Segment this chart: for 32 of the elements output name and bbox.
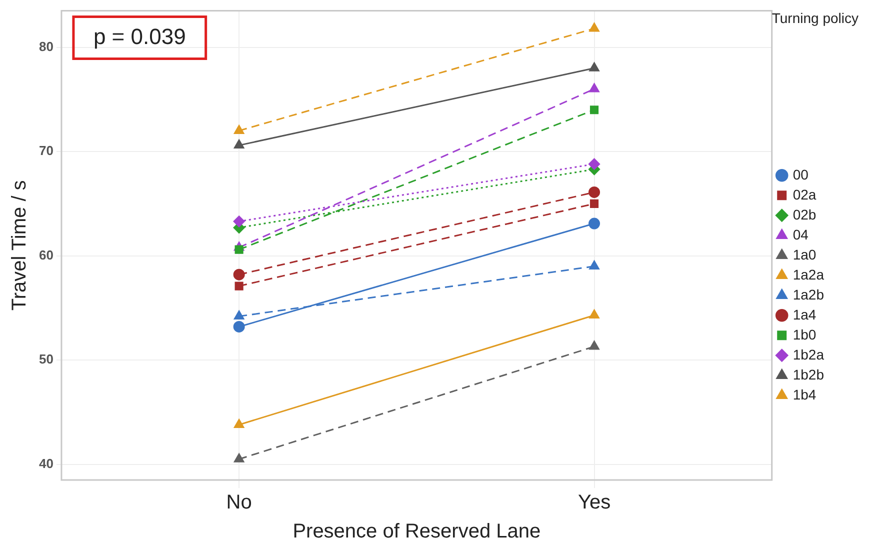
y-tick-label: 40 [38, 456, 54, 471]
y-tick-label: 60 [38, 247, 54, 262]
legend-label: 1b2a [792, 346, 824, 362]
legend-label: 1a2a [792, 266, 824, 282]
point [590, 199, 599, 208]
legend-label: 1a2b [792, 286, 824, 302]
annotation: p = 0.039 [93, 24, 186, 49]
legend-label: 1b4 [792, 386, 816, 402]
point [590, 106, 599, 114]
y-tick-label: 80 [38, 38, 54, 54]
point [588, 218, 600, 230]
point [233, 268, 245, 280]
point [588, 158, 600, 170]
legend-label: 00 [792, 166, 809, 182]
legend-title: Turning policy [772, 10, 858, 26]
legend-label: 02a [792, 186, 816, 202]
x-axis-title: Presence of Reserved Lane [292, 520, 541, 543]
point [233, 320, 245, 332]
y-tick-label: 70 [38, 143, 54, 158]
y-axis-title: Travel Time / s [8, 180, 31, 311]
point [588, 186, 600, 198]
legend-label: 1a4 [792, 306, 816, 322]
legend-label: 02b [792, 206, 816, 222]
x-tick-label: Yes [578, 492, 611, 514]
x-tick-label: No [226, 492, 252, 514]
legend-label: 1a0 [792, 246, 816, 262]
legend-label: 1b2b [792, 366, 824, 382]
legend-label: 04 [792, 226, 809, 242]
point [234, 282, 244, 290]
point [233, 216, 245, 228]
y-tick-label: 50 [38, 352, 54, 367]
legend-label: 1b0 [792, 326, 816, 342]
